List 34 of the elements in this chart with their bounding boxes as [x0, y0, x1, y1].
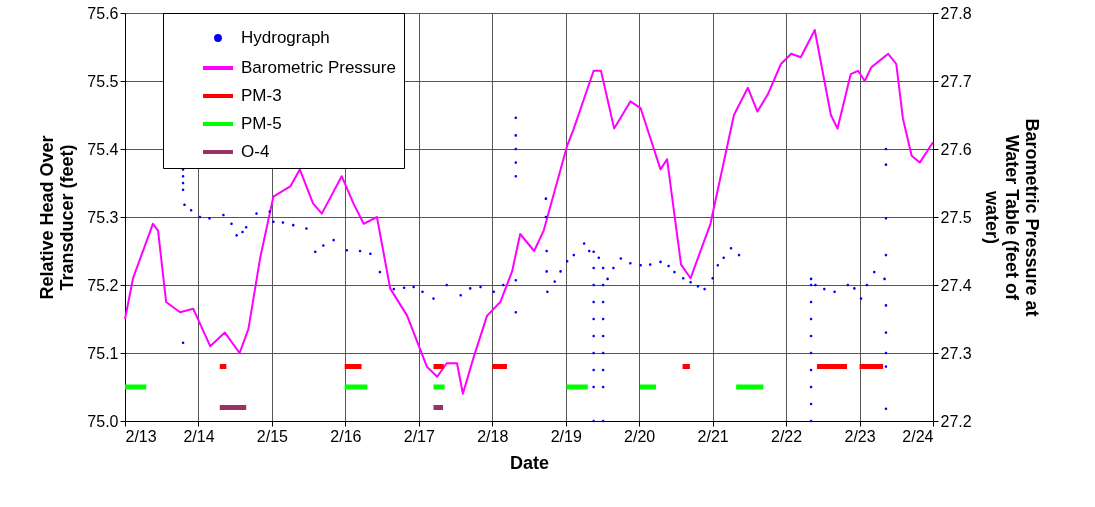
y2-tick-label: 27.4	[940, 276, 972, 294]
x-tick-label: 2/15	[256, 427, 289, 445]
x-tick-label: 2/18	[477, 427, 509, 445]
legend-label: PM-5	[241, 114, 282, 133]
x-tick-label: 2/23	[844, 427, 876, 445]
y2-tick-label: 27.8	[940, 4, 972, 22]
y-tick-label: 75.5	[87, 72, 119, 90]
x-tick-label: 2/24	[902, 427, 934, 445]
y-tick-label: 75.2	[87, 276, 119, 294]
legend-label: Barometric Pressure	[241, 58, 396, 77]
y-tick-label: 75.1	[87, 344, 119, 362]
x-tick-label: 2/13	[125, 427, 157, 445]
x-tick-label: 2/14	[183, 427, 215, 445]
x-tick-label: 2/20	[624, 427, 656, 445]
x-tick-label: 2/16	[330, 427, 362, 445]
x-tick-label: 2/21	[697, 427, 729, 445]
y-tick-label: 75.6	[87, 4, 119, 22]
y2-axis-title: Barometric Pressure at Water Table (feet of water)	[981, 118, 1042, 317]
y2-tick-label: 27.2	[940, 412, 972, 430]
legend-label: Hydrograph	[241, 28, 330, 47]
legend-label: O-4	[241, 142, 270, 161]
y-tick-label: 75.3	[87, 208, 119, 226]
y-tick-label: 75.0	[87, 412, 119, 430]
y2-tick-label: 27.5	[940, 208, 972, 226]
legend-label: PM-3	[241, 86, 282, 105]
y2-tick-label: 27.3	[940, 344, 972, 362]
x-tick-label: 2/17	[403, 427, 435, 445]
y2-tick-label: 27.6	[940, 140, 972, 158]
y-tick-label: 75.4	[87, 140, 119, 158]
x-axis-title: Date	[509, 452, 550, 473]
x-tick-label: 2/22	[771, 427, 803, 445]
y2-tick-label: 27.7	[940, 72, 972, 90]
y-axis-title: Relative Head Over Transducer (feet)	[37, 135, 78, 300]
x-tick-label: 2/19	[550, 427, 582, 445]
